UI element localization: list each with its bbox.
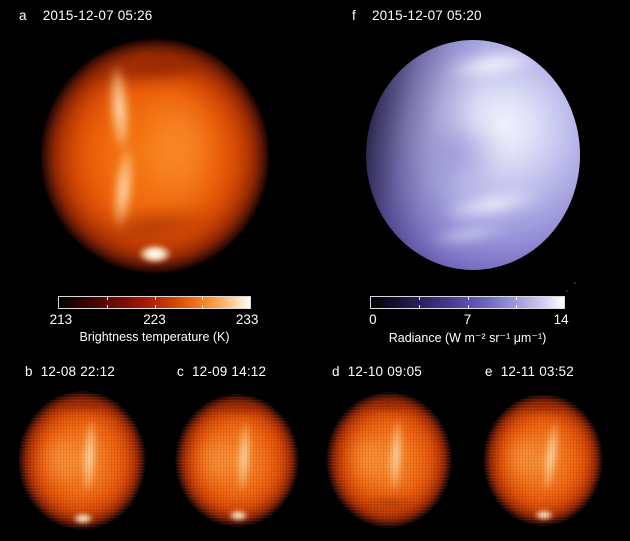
bright-spot-south bbox=[531, 507, 558, 523]
dark-cloud-band-bottom bbox=[344, 492, 434, 515]
venus-thermal-image-c bbox=[175, 394, 299, 527]
colorbar-title: Brightness temperature (K) bbox=[79, 330, 230, 344]
venus-thermal-image-d bbox=[326, 392, 452, 528]
bright-cloud-region bbox=[30, 418, 88, 500]
venus-thermal-image-a bbox=[40, 38, 270, 274]
pixelation-texture bbox=[175, 394, 299, 527]
panel-e-label: e 12-11 03:52 bbox=[485, 364, 574, 379]
colorbar-radiance: 0 7 14 Radiance (W m⁻² sr⁻¹ μm⁻¹) bbox=[369, 296, 569, 345]
pixelation-texture bbox=[326, 392, 452, 528]
panel-c-datetime: 12-09 14:12 bbox=[191, 364, 267, 379]
panel-a-label: a 2015-12-07 05:26 bbox=[19, 8, 153, 23]
colorbar-gradient-thermal bbox=[58, 296, 251, 309]
colorbar-tick-mark bbox=[154, 297, 156, 308]
tick-label: 14 bbox=[553, 312, 569, 327]
dark-cloud-band-top bbox=[33, 393, 131, 415]
tick-label: 7 bbox=[463, 312, 472, 327]
colorbar-tick-mark bbox=[202, 297, 204, 308]
colorbar-tick-mark bbox=[419, 297, 421, 308]
dark-cloud-band-top bbox=[341, 394, 437, 416]
venus-uv-image-f bbox=[366, 40, 580, 270]
tick-label: 213 bbox=[49, 312, 73, 327]
colorbar-tick-mark bbox=[106, 297, 108, 308]
panel-d-datetime: 12-10 09:05 bbox=[347, 364, 422, 379]
panel-c-label: c 12-09 14:12 bbox=[177, 364, 266, 379]
panel-a-letter: a bbox=[19, 8, 27, 23]
panel-e-datetime: 12-11 03:52 bbox=[500, 364, 574, 379]
bright-cloud-streak-north bbox=[428, 40, 561, 92]
dark-cloud-band-top bbox=[189, 396, 285, 417]
bright-spot-south bbox=[132, 240, 178, 267]
bright-spot-south bbox=[224, 508, 252, 523]
venus-thermal-image-b bbox=[18, 391, 146, 530]
bright-cloud-region bbox=[495, 420, 548, 497]
panel-c-letter: c bbox=[177, 364, 184, 379]
bright-cloud-region bbox=[187, 420, 242, 498]
background-speck bbox=[566, 290, 568, 292]
colorbar-tick-mark bbox=[515, 297, 517, 308]
bright-cloud-region bbox=[338, 419, 395, 499]
colorbar-title: Radiance (W m⁻² sr⁻¹ μm⁻¹) bbox=[388, 331, 547, 345]
background-speck bbox=[574, 282, 576, 284]
tick-label: 233 bbox=[235, 312, 259, 327]
colorbar-tick-labels: 0 7 14 bbox=[369, 312, 568, 328]
panel-d-label: d 12-10 09:05 bbox=[332, 364, 422, 379]
colorbar-tick-mark bbox=[467, 297, 469, 308]
colorbar-brightness-temperature: 213 223 233 Brightness temperature (K) bbox=[50, 296, 259, 344]
tick-label: 223 bbox=[143, 312, 166, 327]
colorbar-gradient-radiance bbox=[370, 296, 565, 309]
venus-thermal-image-e bbox=[483, 394, 603, 526]
bright-spot-south bbox=[69, 510, 98, 526]
panel-d-letter: d bbox=[332, 364, 340, 379]
colorbar-tick-labels: 213 223 233 bbox=[50, 312, 259, 328]
dark-cloud-band-top bbox=[497, 396, 589, 417]
pixelation-texture bbox=[18, 391, 146, 530]
panel-a-datetime: 2015-12-07 05:26 bbox=[42, 8, 153, 23]
panel-b-datetime: 12-08 22:12 bbox=[40, 364, 115, 379]
panel-e-letter: e bbox=[485, 364, 493, 379]
tick-label: 0 bbox=[369, 312, 377, 327]
panel-f-letter: f bbox=[352, 8, 356, 23]
panel-f-datetime: 2015-12-07 05:20 bbox=[371, 8, 482, 23]
panel-f-label: f 2015-12-07 05:20 bbox=[352, 8, 482, 23]
pixelation-texture bbox=[483, 394, 603, 526]
panel-b-letter: b bbox=[25, 364, 33, 379]
panel-b-label: b 12-08 22:12 bbox=[25, 364, 115, 379]
